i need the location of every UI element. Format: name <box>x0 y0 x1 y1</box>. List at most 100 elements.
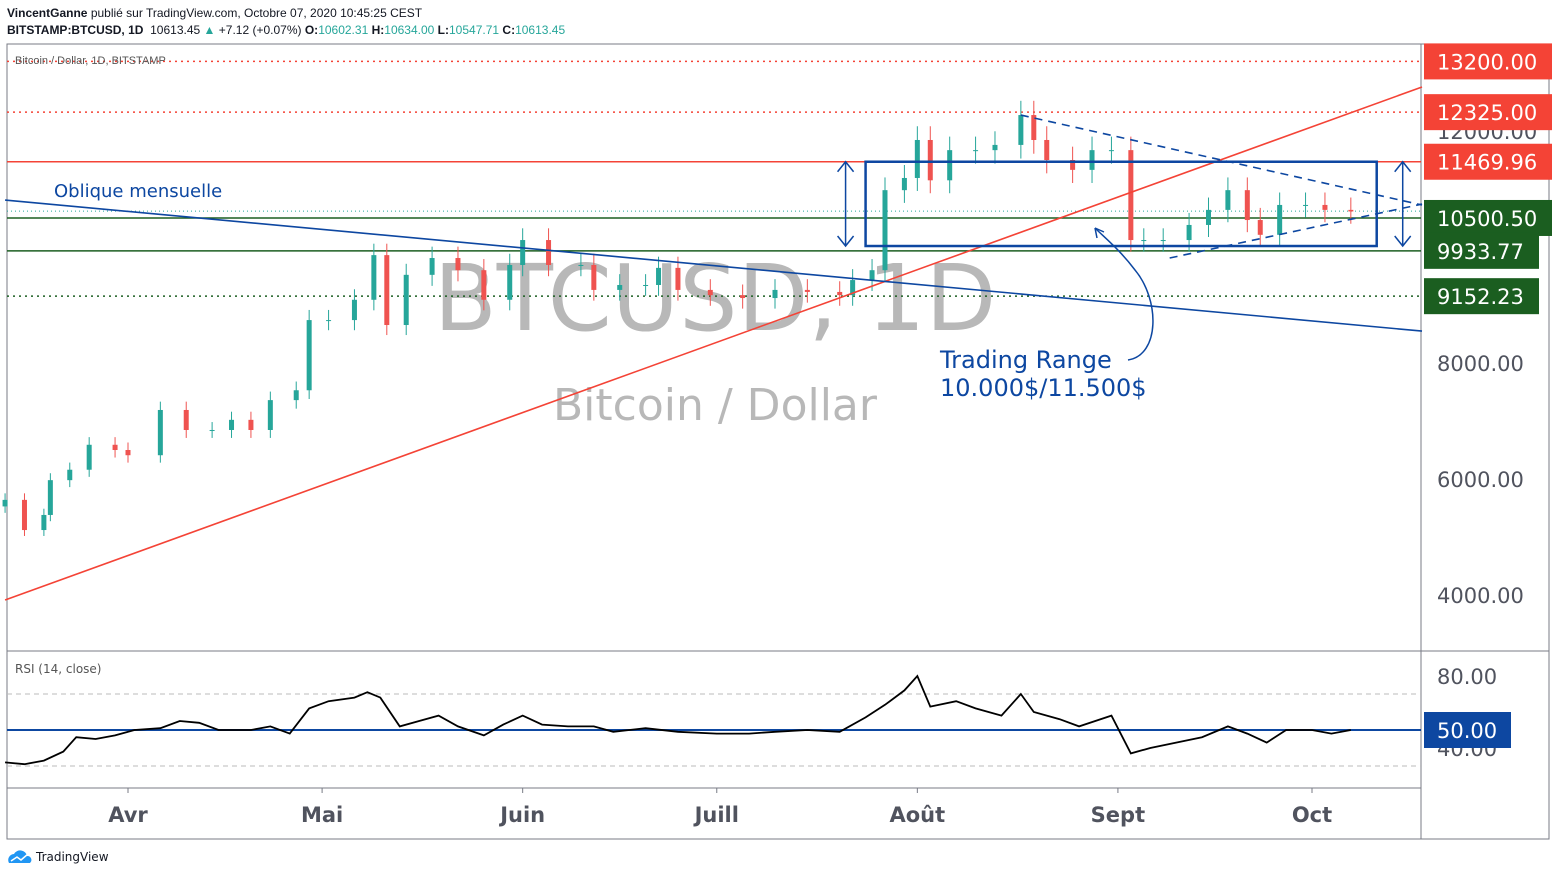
trendline-triangle-bottom <box>1169 203 1423 259</box>
candle-body <box>1031 115 1037 140</box>
candle-body <box>927 139 933 181</box>
candle-body <box>293 390 299 401</box>
price-label: 10500.50 <box>1437 207 1537 231</box>
arrow-head-icon <box>1094 227 1105 239</box>
rsi-mid-label: 50.00 <box>1437 719 1497 743</box>
candle-body <box>1277 204 1283 235</box>
curved-arrow <box>1094 227 1154 361</box>
candle-body <box>675 267 681 290</box>
trading-range-values: 10.000$/11.500$ <box>940 374 1147 402</box>
double-arrow-icon <box>836 160 855 248</box>
symbol-info: BITSTAMP:BTCUSD, 1D 10613.45 ▲ +7.12 (+0… <box>7 23 565 37</box>
candle-body <box>1141 240 1147 242</box>
candle-body <box>429 258 435 275</box>
candle-body <box>455 258 461 271</box>
candle-body <box>1070 160 1076 170</box>
candle-body <box>351 299 357 321</box>
rsi-tick-label: 80.00 <box>1437 665 1497 689</box>
close-label: C: <box>502 23 516 37</box>
price-change: +7.12 (+0.07%) <box>218 23 302 37</box>
low-label: L: <box>437 23 449 37</box>
candle-body <box>882 190 888 271</box>
tradingview-logo[interactable]: TradingView <box>7 849 109 865</box>
candle-body <box>914 139 920 178</box>
candle-body <box>67 469 73 481</box>
candle-body <box>1322 204 1328 210</box>
rsi-label: RSI (14, close) <box>15 662 101 676</box>
time-tick-label: Juin <box>498 803 545 827</box>
publish-date: publié sur TradingView.com, Octobre 07, … <box>90 6 423 20</box>
price-label-bg <box>1424 278 1539 315</box>
candle-body <box>578 264 584 266</box>
candle-body <box>183 409 189 430</box>
candle-body <box>21 499 27 531</box>
trading-range-box <box>864 160 1378 248</box>
candle-body <box>384 255 390 326</box>
candle-body <box>740 295 746 299</box>
candle-body <box>837 291 843 296</box>
candle-body <box>973 150 979 152</box>
candle-body <box>804 289 810 292</box>
price-label-bg <box>1424 143 1552 180</box>
candle-body <box>209 429 215 431</box>
watermark-name: Bitcoin / Dollar <box>553 380 878 431</box>
candle-body <box>403 274 409 326</box>
candle-body <box>1128 150 1134 241</box>
candle-body <box>267 400 273 430</box>
candle-body <box>507 264 513 300</box>
double-arrow-icon <box>1394 160 1412 248</box>
candle-body <box>1186 224 1192 241</box>
candle-body <box>1348 209 1354 212</box>
trendline-support <box>4 86 1423 601</box>
price-label: 13200.00 <box>1437 50 1537 74</box>
candle-body <box>326 320 332 322</box>
candle-body <box>1044 139 1050 160</box>
candle-body <box>1244 190 1250 221</box>
open-label: O: <box>304 23 319 37</box>
candle-body <box>520 240 526 265</box>
watermark-symbol: BTCUSD, 1D <box>434 245 997 352</box>
close-value: 10613.45 <box>515 23 566 37</box>
candle-body <box>1089 150 1095 170</box>
candle-body <box>992 144 998 151</box>
price-label: 9933.77 <box>1437 240 1524 264</box>
price-label-bg <box>1424 94 1552 131</box>
publish-info: VincentGanne publié sur TradingView.com,… <box>7 6 422 20</box>
candle-body <box>157 409 163 456</box>
candle-body <box>125 450 131 456</box>
candle-body <box>371 255 377 300</box>
candle-body <box>869 270 875 281</box>
high-label: H: <box>371 23 385 37</box>
candle-body <box>306 320 312 391</box>
price-label-bg <box>1424 232 1539 269</box>
candle-body <box>707 289 713 296</box>
candle-body <box>1303 204 1309 206</box>
candle-body <box>229 419 235 430</box>
up-triangle-icon: ▲ <box>203 23 216 37</box>
candle-body <box>86 444 92 470</box>
candle-body <box>947 150 953 181</box>
candle-body <box>248 419 254 430</box>
time-tick-label: Août <box>890 803 946 827</box>
candle-body <box>901 177 907 191</box>
candle-body <box>850 280 856 296</box>
time-tick-label: Juill <box>693 803 739 827</box>
rsi-line <box>4 674 1351 766</box>
candle-body <box>1257 220 1263 235</box>
symbol: BITSTAMP:BTCUSD, 1D <box>7 23 144 37</box>
candle-body <box>656 267 662 285</box>
author[interactable]: VincentGanne <box>7 6 88 20</box>
oblique-label: Oblique mensuelle <box>54 181 222 202</box>
candle-body <box>1160 240 1166 242</box>
open-value: 10602.31 <box>318 23 369 37</box>
candle-body <box>591 264 597 290</box>
trading-range-label: Trading Range <box>939 346 1112 374</box>
price-tick-label: 6000.00 <box>1437 468 1524 492</box>
footer-brand: TradingView <box>36 850 109 864</box>
high-value: 10634.00 <box>384 23 435 37</box>
price-label: 12325.00 <box>1437 101 1537 125</box>
time-tick-label: Sept <box>1091 803 1145 827</box>
price-tick-label: 4000.00 <box>1437 584 1524 608</box>
price-label-bg <box>1424 43 1552 80</box>
